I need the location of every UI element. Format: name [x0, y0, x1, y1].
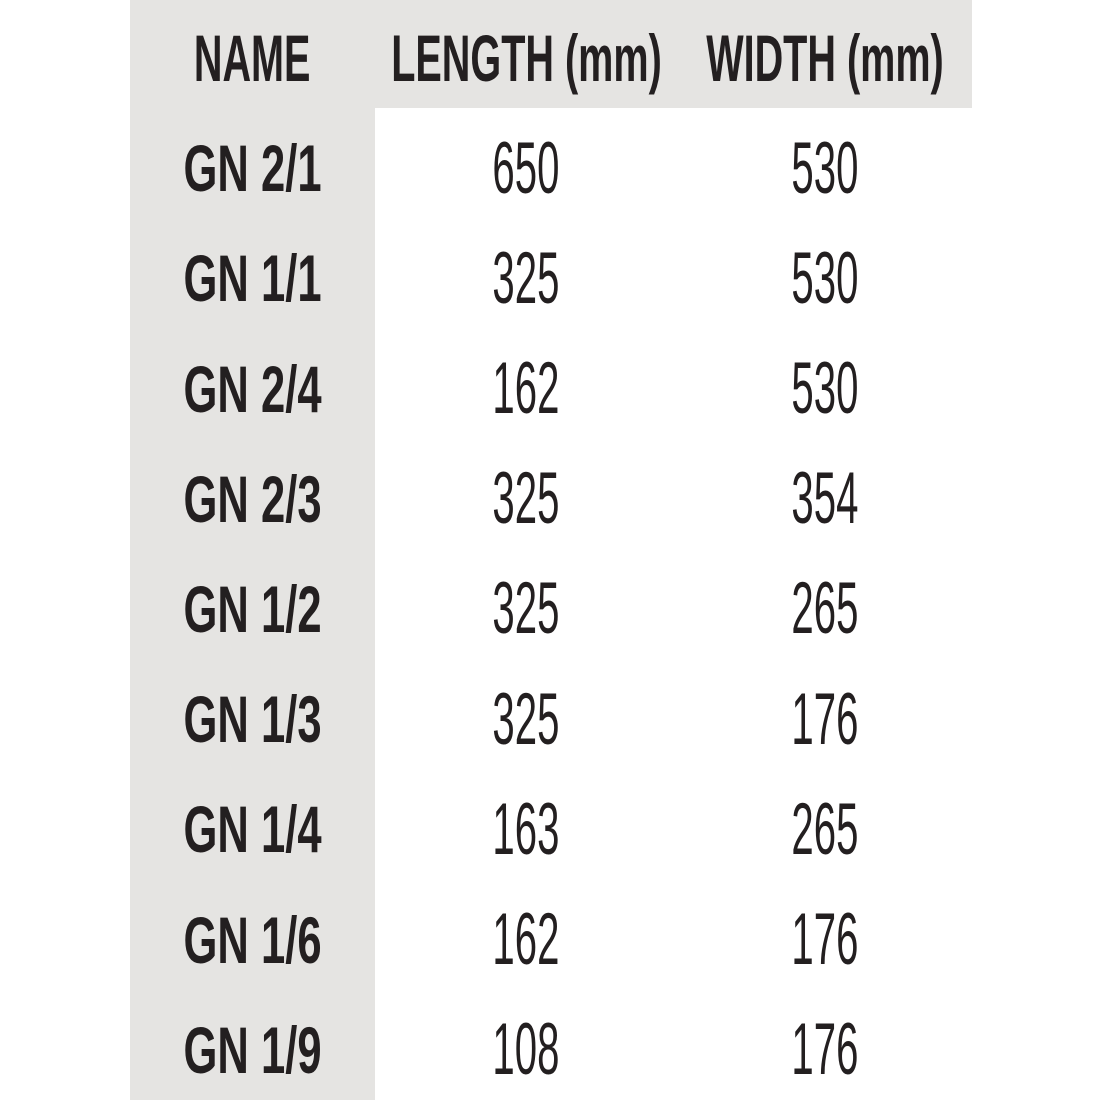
- table-row-9-name-cell: GN 1/9: [130, 990, 375, 1100]
- gastronorm-size-table: NAME LENGTH (mm) WIDTH (mm) GN 2/1 650 5…: [130, 0, 972, 1100]
- width-value: 265: [791, 788, 858, 870]
- row-name: GN 1/6: [183, 902, 322, 977]
- table-row-7-name-cell: GN 1/4: [130, 769, 375, 879]
- length-value: 163: [492, 788, 560, 870]
- header-label-name: NAME: [194, 21, 311, 95]
- table-row-9-width-cell: 176: [677, 990, 972, 1100]
- row-name: GN 1/3: [183, 682, 322, 757]
- table-row-2-name-cell: GN 1/1: [130, 218, 375, 328]
- table-row-9-length-cell: 108: [375, 990, 677, 1100]
- header-cell-width: WIDTH (mm): [677, 0, 972, 108]
- width-value: 354: [791, 458, 858, 540]
- header-cell-name: NAME: [130, 0, 375, 108]
- length-value: 108: [492, 1009, 560, 1091]
- header-row-background: [130, 0, 972, 108]
- table-row-5-name-cell: GN 1/2: [130, 549, 375, 659]
- row-name: GN 2/4: [183, 351, 322, 426]
- table-row-2-width-cell: 530: [677, 218, 972, 328]
- row-name: GN 2/1: [183, 131, 322, 206]
- name-column-background: [130, 0, 375, 1100]
- table-row-4-length-cell: 325: [375, 439, 677, 549]
- width-value: 176: [791, 1009, 858, 1091]
- table-row-1-length-cell: 650: [375, 108, 677, 218]
- row-name: GN 1/4: [183, 792, 322, 867]
- header-label-width: WIDTH (mm): [705, 21, 944, 95]
- table-row-7-width-cell: 265: [677, 769, 972, 879]
- table-row-8-width-cell: 176: [677, 880, 972, 990]
- width-value: 530: [791, 348, 858, 430]
- length-value: 325: [492, 237, 560, 319]
- width-value: 530: [791, 237, 858, 319]
- table-row-2-length-cell: 325: [375, 218, 677, 328]
- table-row-4-name-cell: GN 2/3: [130, 439, 375, 549]
- length-value: 650: [492, 127, 560, 209]
- table-row-3-width-cell: 530: [677, 328, 972, 438]
- table-row-6-name-cell: GN 1/3: [130, 659, 375, 769]
- length-value: 325: [492, 458, 560, 540]
- table-row-6-width-cell: 176: [677, 659, 972, 769]
- row-name: GN 1/1: [183, 241, 322, 316]
- width-value: 530: [791, 127, 858, 209]
- width-value: 176: [791, 678, 858, 760]
- table-row-5-width-cell: 265: [677, 549, 972, 659]
- table-row-4-width-cell: 354: [677, 439, 972, 549]
- row-name: GN 1/9: [183, 1012, 322, 1087]
- length-value: 162: [492, 348, 560, 430]
- table-row-6-length-cell: 325: [375, 659, 677, 769]
- header-cell-length: LENGTH (mm): [375, 0, 677, 108]
- table-row-8-name-cell: GN 1/6: [130, 880, 375, 990]
- row-name: GN 2/3: [183, 461, 322, 536]
- table-row-8-length-cell: 162: [375, 880, 677, 990]
- header-label-length: LENGTH (mm): [390, 21, 662, 95]
- table-row-7-length-cell: 163: [375, 769, 677, 879]
- length-value: 325: [492, 568, 560, 650]
- table-row-5-length-cell: 325: [375, 549, 677, 659]
- row-name: GN 1/2: [183, 571, 322, 646]
- width-value: 265: [791, 568, 858, 650]
- table-row-3-length-cell: 162: [375, 328, 677, 438]
- table-row-3-name-cell: GN 2/4: [130, 328, 375, 438]
- table-row-1-name-cell: GN 2/1: [130, 108, 375, 218]
- length-value: 162: [492, 899, 560, 981]
- table-row-1-width-cell: 530: [677, 108, 972, 218]
- width-value: 176: [791, 899, 858, 981]
- length-value: 325: [492, 678, 560, 760]
